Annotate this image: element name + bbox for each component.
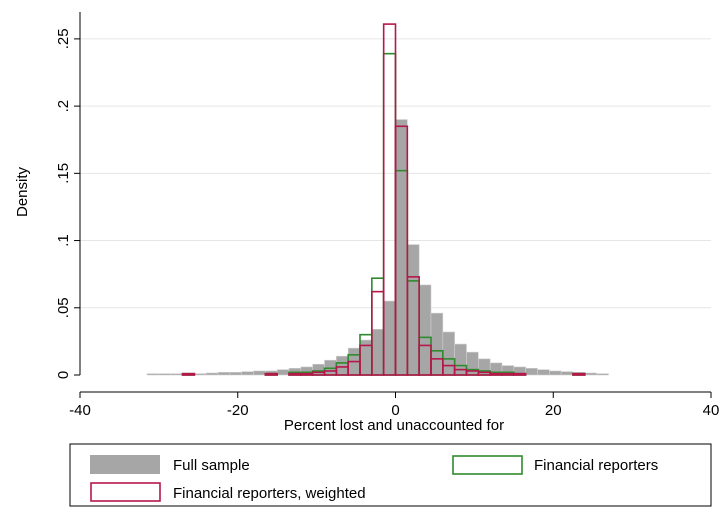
histogram-bar <box>406 276 420 376</box>
histogram-bar <box>264 372 278 376</box>
histogram-bar <box>288 372 302 376</box>
histogram-bar <box>407 244 420 376</box>
legend-swatch-full-sample <box>90 455 160 474</box>
histogram-bar <box>489 372 503 376</box>
legend-swatch-financial-reporters-weighted <box>90 482 161 502</box>
histogram-bar <box>336 355 349 376</box>
y-tick-label: .05 <box>55 297 72 318</box>
y-tick-label: 0 <box>55 371 72 379</box>
histogram-bar <box>146 373 160 376</box>
histogram-bar <box>158 373 172 376</box>
legend-label-financial-reporters-weighted: Financial reporters, weighted <box>173 485 366 502</box>
legend-label-full-sample: Full sample <box>173 457 250 474</box>
histogram-bar <box>395 119 408 376</box>
x-axis-title: Percent lost and unaccounted for <box>284 417 504 434</box>
y-tick-label: .15 <box>55 163 72 184</box>
histogram-bar <box>560 371 574 376</box>
histogram-bar <box>513 372 527 376</box>
histogram-bar <box>194 373 207 376</box>
histogram-bar <box>217 372 231 376</box>
histogram-bar <box>596 373 609 376</box>
y-tick-label: .25 <box>55 28 72 49</box>
series-financial-reporters-weighted <box>181 23 586 376</box>
histogram-bar <box>525 367 538 376</box>
histogram-bar <box>584 372 597 376</box>
histogram-bar <box>300 372 314 376</box>
y-tick-label: .2 <box>55 100 72 113</box>
histogram-bar <box>371 328 384 376</box>
histogram-bar <box>501 372 515 376</box>
histogram-bar <box>537 369 550 376</box>
y-axis-ticks: 0 .05 .1 .15 .2 .25 <box>55 28 80 379</box>
histogram-bar <box>170 373 183 376</box>
legend-swatch-financial-reporters <box>452 455 523 475</box>
histogram-bar <box>241 371 254 376</box>
y-axis-title: Density <box>14 166 31 217</box>
x-tick-label: 0 <box>391 402 399 419</box>
x-tick-label: -20 <box>227 402 249 419</box>
x-tick-label: 40 <box>703 402 720 419</box>
histogram-bar <box>442 331 455 376</box>
histogram-bar <box>205 372 219 376</box>
x-axis-ticks: -40 -20 0 20 40 <box>69 392 719 419</box>
x-tick-label: 20 <box>545 402 562 419</box>
legend: Full sample Financial reporters Financia… <box>69 443 712 507</box>
histogram-bar <box>394 125 409 376</box>
histogram-bar <box>430 312 444 376</box>
histogram-bar <box>312 363 325 376</box>
histogram-bar <box>276 369 290 376</box>
histogram-bar <box>229 372 242 376</box>
histogram-bar <box>181 372 196 376</box>
x-tick-label: -40 <box>69 402 91 419</box>
histogram-bar <box>572 372 586 376</box>
histogram-bar <box>549 370 562 376</box>
histogram-bar <box>383 300 396 376</box>
histogram-bar <box>253 370 266 376</box>
y-tick-label: .1 <box>55 234 72 247</box>
legend-label-financial-reporters: Financial reporters <box>534 457 658 474</box>
legend-frame <box>69 443 712 507</box>
histogram-bar <box>418 284 432 376</box>
